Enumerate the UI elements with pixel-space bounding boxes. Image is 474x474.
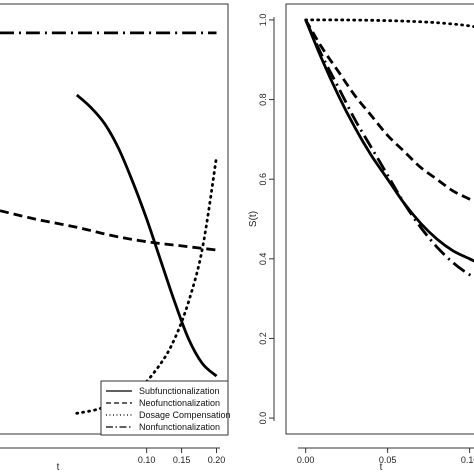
right-plot-frame bbox=[285, 3, 474, 435]
left-series-subfunctionalization bbox=[75, 93, 218, 378]
right-y-tick-label: 0.2 bbox=[258, 332, 268, 345]
right-series-subfunctionalization bbox=[304, 19, 474, 263]
right-series-group bbox=[304, 18, 474, 279]
left-series-group bbox=[0, 31, 218, 415]
right-series-dosage-compensation bbox=[304, 18, 474, 29]
left-x-tick-label: 0.20 bbox=[208, 455, 226, 465]
legend-label-dosage-compensation: Dosage Compensation bbox=[139, 410, 231, 420]
legend-label-subfunctionalization: Subfunctionalization bbox=[139, 386, 220, 396]
right-x-tick-label: 0.10 bbox=[461, 455, 474, 465]
right-x-axis-title: t bbox=[380, 462, 383, 473]
left-series-neofunctionalization bbox=[0, 209, 217, 252]
right-y-axis-title: S(t) bbox=[248, 211, 259, 227]
right-y-tick-label: 0.0 bbox=[258, 412, 268, 425]
right-y-tick-label: 0.8 bbox=[258, 93, 268, 106]
left-chart-panel: 0.10 0.15 0.20 t Subfunctionalization Neof… bbox=[0, 3, 231, 473]
right-x-tick-label: 0.00 bbox=[297, 455, 315, 465]
right-y-tick-label: 0.4 bbox=[258, 253, 268, 266]
left-x-tick-label: 0.15 bbox=[173, 455, 191, 465]
right-y-ticks: 0.0 0.2 0.4 0.6 0.8 1.0 bbox=[258, 14, 274, 425]
left-x-tick-label: 0.10 bbox=[138, 455, 156, 465]
legend-label-neofunctionalization: Neofunctionalization bbox=[139, 398, 220, 408]
right-chart-panel: 0.00 0.05 0.10 0.0 0.2 0.4 0.6 0.8 1.0 t S(t) bbox=[248, 3, 474, 473]
right-y-tick-label: 1.0 bbox=[258, 14, 268, 27]
left-series-dosage-compensation bbox=[75, 155, 218, 415]
left-x-axis-title: t bbox=[57, 462, 60, 473]
right-x-tick-label: 0.05 bbox=[379, 455, 397, 465]
right-series-nonfunctionalization bbox=[304, 19, 474, 279]
left-x-ticks: 0.10 0.15 0.20 bbox=[138, 448, 225, 465]
right-series-neofunctionalization bbox=[304, 19, 474, 203]
legend-box bbox=[100, 380, 229, 436]
right-y-tick-label: 0.6 bbox=[258, 173, 268, 186]
legend: Subfunctionalization Neofunctionalizatio… bbox=[100, 380, 231, 436]
right-x-ticks: 0.00 0.05 0.10 bbox=[297, 448, 474, 465]
legend-label-nonfunctionalization: Nonfunctionalization bbox=[139, 422, 220, 432]
